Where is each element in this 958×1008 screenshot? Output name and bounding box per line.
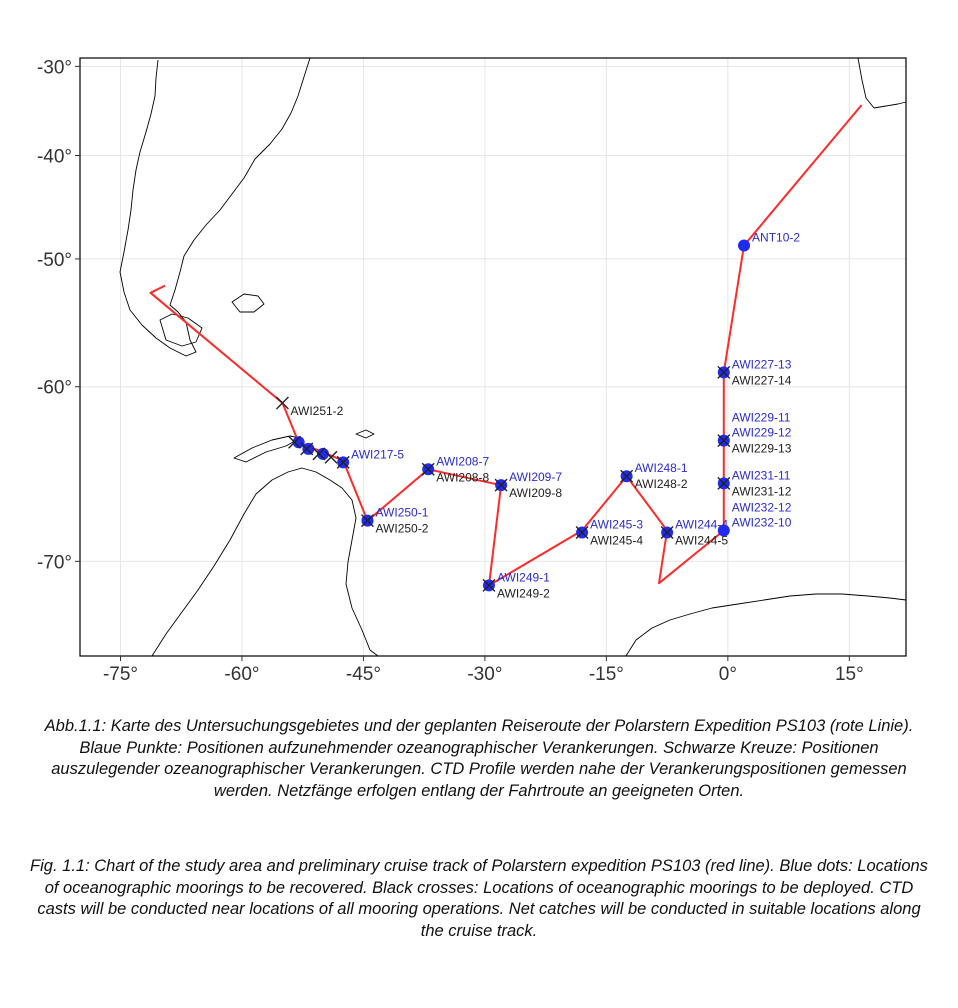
lon-tick-label: 0° <box>719 664 737 685</box>
lon-tick-label: -60° <box>224 664 259 685</box>
recover-mooring-label: AWI231-11 <box>732 468 791 482</box>
recover-mooring-dot <box>738 239 751 252</box>
lon-tick-label: -45° <box>346 664 381 685</box>
deploy-mooring-label: AWI209-8 <box>509 486 562 500</box>
lon-tick-label: 15° <box>835 664 864 685</box>
recover-mooring-label: AWI244-4 <box>675 517 728 531</box>
deploy-mooring-cross <box>620 469 634 483</box>
deploy-mooring-label: AWI244-5 <box>675 533 728 547</box>
cruise-track-line <box>149 104 863 587</box>
deploy-mooring-cross <box>360 514 374 528</box>
lon-tick-label: -15° <box>589 664 624 685</box>
deploy-mooring-cross <box>660 525 674 539</box>
deploy-mooring-cross <box>312 447 326 461</box>
south-america-coastline <box>119 57 311 357</box>
deploy-mooring-label: AWI245-4 <box>590 533 643 547</box>
axes: -75° -60° -45° -30° -15° 0° 15° -30° -40° -50° -60… <box>37 57 864 685</box>
deploy-mooring-label: AWI249-2 <box>497 586 550 600</box>
deploy-mooring-cross <box>494 478 508 492</box>
caption-english: Fig. 1.1: Chart of the study area and pr… <box>30 857 928 940</box>
deploy-mooring-label: AWI231-12 <box>732 484 792 498</box>
lon-tick-label: -30° <box>467 664 502 685</box>
recover-mooring-label: ANT10-2 <box>752 230 800 244</box>
deploy-mooring-label: AWI248-2 <box>635 477 688 491</box>
lon-tick-label: -75° <box>103 664 138 685</box>
recover-mooring-label: AWI227-13 <box>732 357 792 371</box>
deploy-mooring-cross <box>717 365 731 379</box>
recover-mooring-label: AWI232-10 <box>732 515 792 529</box>
deploy-mooring-cross <box>324 450 338 464</box>
deploy-mooring-cross <box>717 476 731 490</box>
recover-mooring-dot <box>316 447 329 460</box>
tierra-del-fuego-coastline <box>159 313 203 347</box>
recover-mooring-label: AWI245-3 <box>590 517 643 531</box>
recover-mooring-label: AWI249-1 <box>497 570 550 584</box>
deploy-mooring-cross <box>336 455 350 469</box>
antarctic-peninsula-coastline <box>151 467 379 657</box>
recover-mooring-label: AWI232-12 <box>732 500 792 514</box>
deploy-mooring-cross <box>300 442 314 456</box>
deploy-mooring-cross <box>575 525 589 539</box>
recover-mooring-dot <box>292 436 305 449</box>
deploy-mooring-label: AWI250-2 <box>375 522 428 536</box>
deploy-mooring-label: AWI227-14 <box>732 373 792 387</box>
deploy-mooring-cross <box>482 578 496 592</box>
africa-coastline <box>857 57 907 109</box>
deploy-mooring-cross <box>717 434 731 448</box>
lat-tick-label: -60° <box>37 378 72 399</box>
deploy-mooring-label: AWI251-2 <box>290 404 343 418</box>
deploy-mooring-label: AWI229-13 <box>732 442 792 456</box>
recover-mooring-label: AWI217-5 <box>351 447 404 461</box>
recover-mooring-dot <box>717 524 730 537</box>
deploy-mooring-cross <box>275 396 289 410</box>
recover-mooring-label: AWI229-12 <box>732 426 792 440</box>
south-shetland-islands-coastline <box>233 435 301 463</box>
caption-german: Abb.1.1: Karte des Untersuchungsgebietes… <box>44 717 914 800</box>
lat-tick-label: -40° <box>37 147 72 168</box>
recover-mooring-label: AWI250-1 <box>375 506 428 520</box>
recover-mooring-label: AWI248-1 <box>635 461 688 475</box>
recover-mooring-label: AWI229-11 <box>732 411 791 425</box>
lat-tick-label: -70° <box>37 552 72 573</box>
cruise-track <box>149 104 863 587</box>
recover-mooring-dot <box>302 442 315 455</box>
deploy-mooring-cross <box>288 435 302 449</box>
dronning-maud-land-coastline <box>625 593 907 657</box>
recover-mooring-label: AWI209-7 <box>509 470 562 484</box>
graticule <box>80 58 906 656</box>
lat-tick-label: -30° <box>37 57 72 78</box>
south-orkney-islands-coastline <box>355 429 375 439</box>
lat-tick-label: -50° <box>37 250 72 271</box>
deploy-mooring-cross <box>421 462 435 476</box>
deploy-mooring-label: AWI208-8 <box>436 470 489 484</box>
mooring-markers <box>275 239 751 592</box>
map-frame <box>79 57 907 657</box>
falkland-islands-coastline <box>231 293 265 313</box>
recover-mooring-label: AWI208-7 <box>436 454 489 468</box>
